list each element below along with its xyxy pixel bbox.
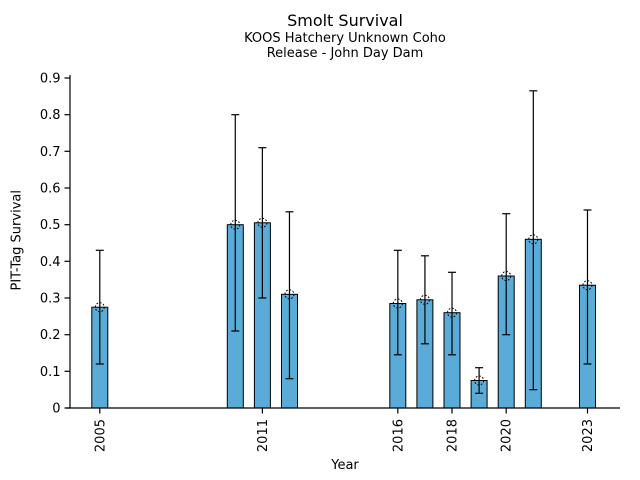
- marker-2017: [419, 294, 430, 305]
- marker-2018: [447, 307, 458, 318]
- y-tick-label-0.3: 0.3: [40, 292, 61, 307]
- x-axis-label: Year: [331, 458, 359, 473]
- x-tick-label-2018: 2018: [446, 419, 461, 452]
- marker-2019: [474, 375, 485, 386]
- x-tick-label-2020: 2020: [500, 419, 515, 452]
- y-axis-label: PIT-Tag Survival: [9, 190, 25, 291]
- y-tick-label-0.2: 0.2: [40, 328, 61, 343]
- y-tick-label-0: 0: [52, 402, 60, 417]
- y-tick-label-0.8: 0.8: [40, 108, 61, 123]
- y-tick-label-0.7: 0.7: [40, 145, 61, 160]
- marker-2011: [257, 217, 268, 228]
- marker-2010: [230, 219, 241, 230]
- marker-2021: [528, 234, 539, 245]
- x-tick-label-2011: 2011: [256, 419, 271, 452]
- marker-2023: [582, 280, 593, 291]
- marker-2016: [392, 298, 403, 309]
- marker-2012: [284, 289, 295, 300]
- y-tick-label-0.1: 0.1: [40, 365, 61, 380]
- x-tick-label-2023: 2023: [581, 419, 596, 452]
- y-tick-label-0.4: 0.4: [40, 255, 61, 270]
- x-tick-label-2016: 2016: [391, 419, 406, 452]
- y-tick-label-0.5: 0.5: [40, 218, 61, 233]
- chart-title: Smolt Survival: [287, 11, 403, 30]
- marker-2020: [501, 271, 512, 281]
- x-tick-label-2005: 2005: [93, 419, 108, 452]
- marker-2005: [94, 302, 105, 313]
- y-tick-label-0.6: 0.6: [40, 182, 61, 197]
- chart-subtitle-line2: Release - John Day Dam: [266, 46, 424, 61]
- chart-subtitle-line1: KOOS Hatchery Unknown Coho: [244, 31, 446, 46]
- y-tick-label-0.9: 0.9: [40, 72, 61, 87]
